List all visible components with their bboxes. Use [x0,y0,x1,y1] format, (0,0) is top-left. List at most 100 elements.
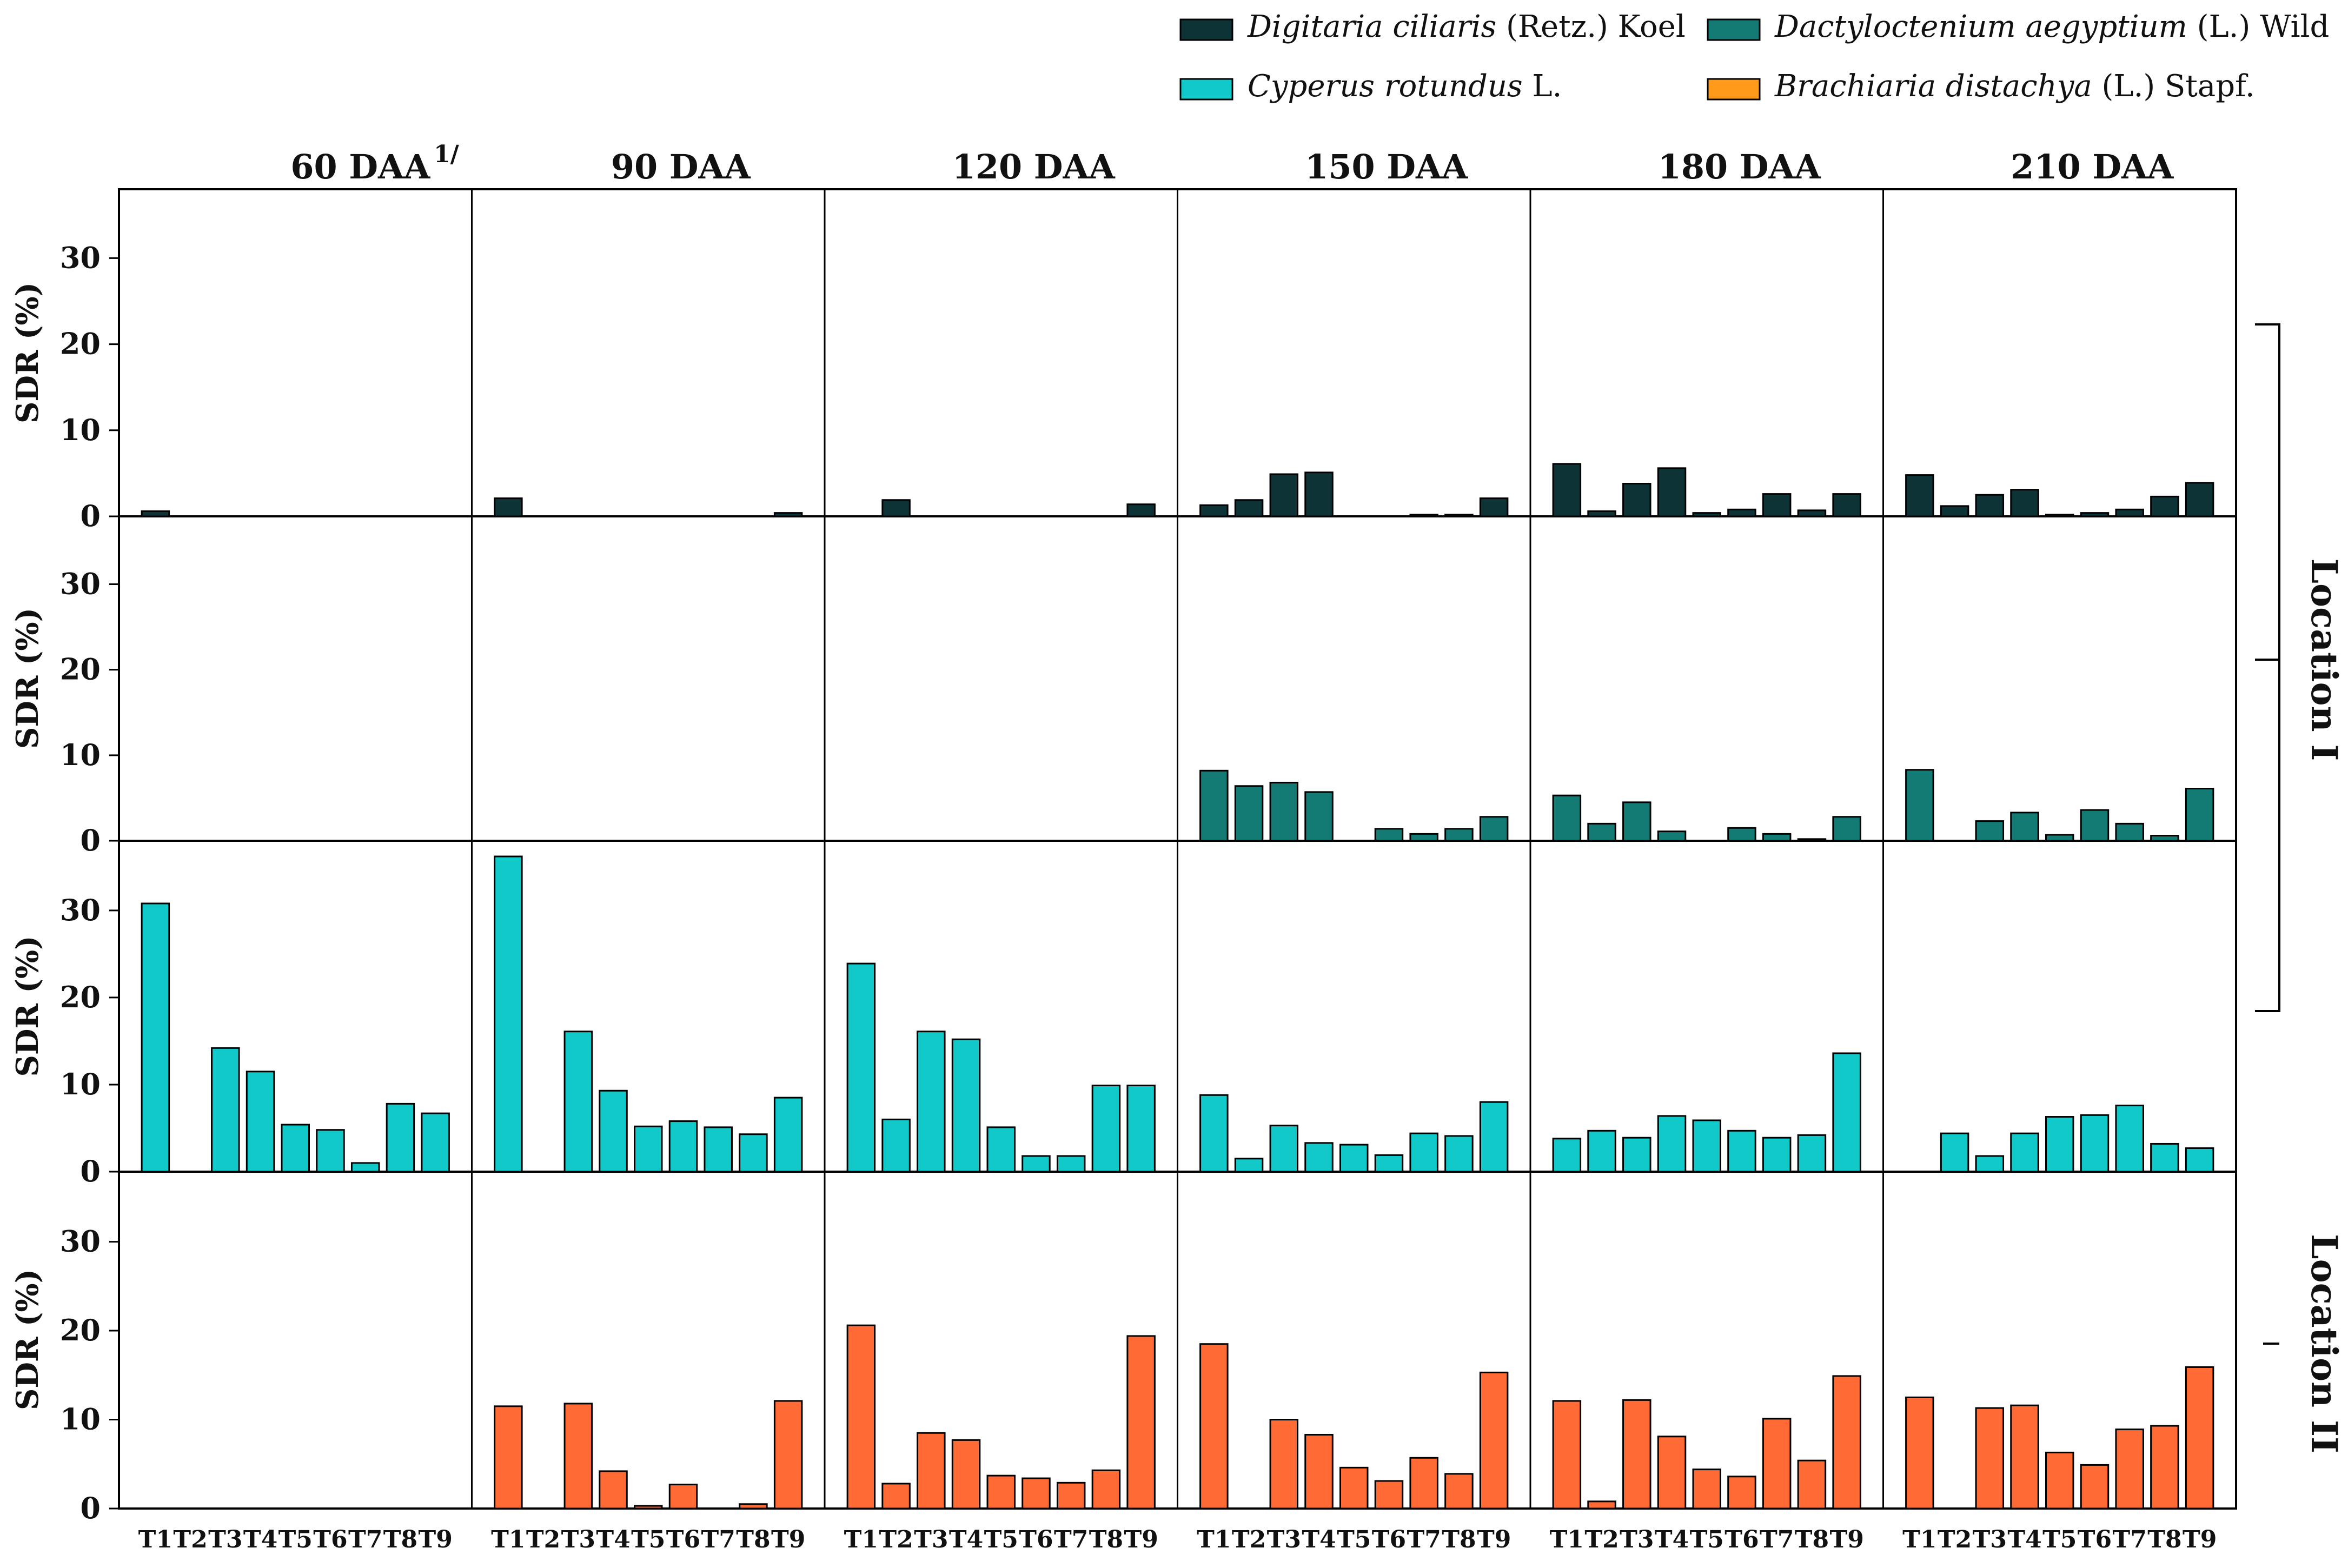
legend-label: Digitaria ciliaris (Retz.) Koel [1247,9,1686,44]
bar [2080,512,2110,517]
bar [2185,1147,2214,1173]
bar [2150,1425,2179,1510]
bar [1199,1094,1229,1173]
x-tick-label: T3 [208,1526,242,1553]
x-tick-label: T3 [1267,1526,1301,1553]
x-tick-label: T6 [666,1526,700,1553]
x-tick-label: T4 [1655,1526,1689,1553]
bar [281,1124,310,1173]
bar [141,902,170,1173]
y-tick-label: 10 [60,1402,101,1437]
bar [1091,1469,1121,1510]
bar [1905,474,1934,517]
bar [1304,1433,1334,1510]
legend-label-species: Cyperus rotundus [1248,69,1523,104]
bar [2150,1142,2179,1173]
x-tick-label: T7 [2113,1526,2147,1553]
x-tick-label: T6 [1019,1526,1053,1553]
bar [1622,1137,1651,1173]
bar [1126,1335,1156,1510]
x-tick-label: T2 [1584,1526,1619,1553]
bar [1269,1125,1299,1173]
legend-label-species: Dactyloctenium aegyptium [1774,9,2187,44]
bar [1975,1155,2005,1173]
bar [986,1474,1016,1510]
legend-label-authority: L. [1523,69,1562,104]
bar [1975,1407,2005,1510]
bar [1269,781,1299,842]
bar [1444,1473,1474,1510]
bar [773,512,803,517]
x-tick-label: T9 [771,1526,805,1553]
x-tick-label: T8 [1442,1526,1476,1553]
x-tick-label: T7 [701,1526,735,1553]
bar [1304,791,1334,842]
bar [421,1112,450,1173]
column-title: 90 DAA [611,147,751,187]
bar [1587,1500,1616,1510]
bar [2080,1114,2110,1173]
x-tick-label: T4 [596,1526,630,1553]
bar [1409,514,1438,517]
bar [2080,1464,2110,1510]
legend-label: Brachiaria distachya (L.) Stapf. [1774,69,2255,104]
location-2-label: Location II [2303,1234,2345,1453]
legend-label-authority: (L.) Stapf. [2092,69,2255,104]
bar [1304,1142,1334,1173]
bar [1762,1137,1792,1173]
x-tick-label: T6 [1724,1526,1759,1553]
x-tick-label: T7 [348,1526,382,1553]
x-tick-label: T8 [2147,1526,2181,1553]
bar [141,510,170,517]
bar [704,1126,733,1173]
y-axis-label: SDR (%) [10,1269,45,1410]
y-tick-label: 10 [60,413,101,447]
x-tick-label: T4 [2007,1526,2041,1553]
bar [494,855,523,1173]
bar [1552,794,1582,842]
y-tick-label: 30 [60,240,101,275]
x-tick-label: T5 [1337,1526,1371,1553]
bar [2010,489,2039,517]
bar [1269,473,1299,517]
bar [599,1470,628,1510]
bar [1975,494,2005,517]
x-tick-label: T9 [1477,1526,1511,1553]
bar [1762,1418,1792,1510]
x-tick-label: T8 [736,1526,770,1553]
bar [1552,1400,1582,1510]
x-tick-label: T1 [844,1526,878,1553]
x-tick-label: T4 [949,1526,983,1553]
bar [668,1120,698,1173]
y-tick-label: 20 [60,1313,101,1347]
bar [1940,1132,1969,1173]
location-1-label: Location I [2303,559,2345,761]
bar [1479,1101,1509,1173]
bar [739,1503,768,1510]
bar [1269,1419,1299,1510]
bar [2115,1429,2144,1510]
bar [986,1126,1016,1173]
bar [1832,816,1861,842]
bar [1199,1343,1229,1510]
y-tick-label: 0 [80,1491,101,1525]
bar [350,1162,380,1173]
bar [1304,471,1334,517]
bar [1622,1399,1651,1510]
bar [1409,1457,1438,1510]
bar [563,1403,593,1510]
bar [1692,512,1721,517]
column-title: 180 DAA [1658,147,1821,187]
bar [1409,833,1438,842]
bar [1234,1158,1264,1173]
bar [599,1089,628,1173]
x-tick-label: T9 [1829,1526,1863,1553]
x-tick-label: T1 [1550,1526,1584,1553]
bar [634,1125,663,1173]
bar [1339,1466,1369,1510]
y-tick-label: 0 [80,1154,101,1188]
bar [1797,1134,1827,1173]
bar [1832,493,1861,517]
y-axis-label: SDR (%) [10,935,45,1077]
bar [1797,509,1827,517]
